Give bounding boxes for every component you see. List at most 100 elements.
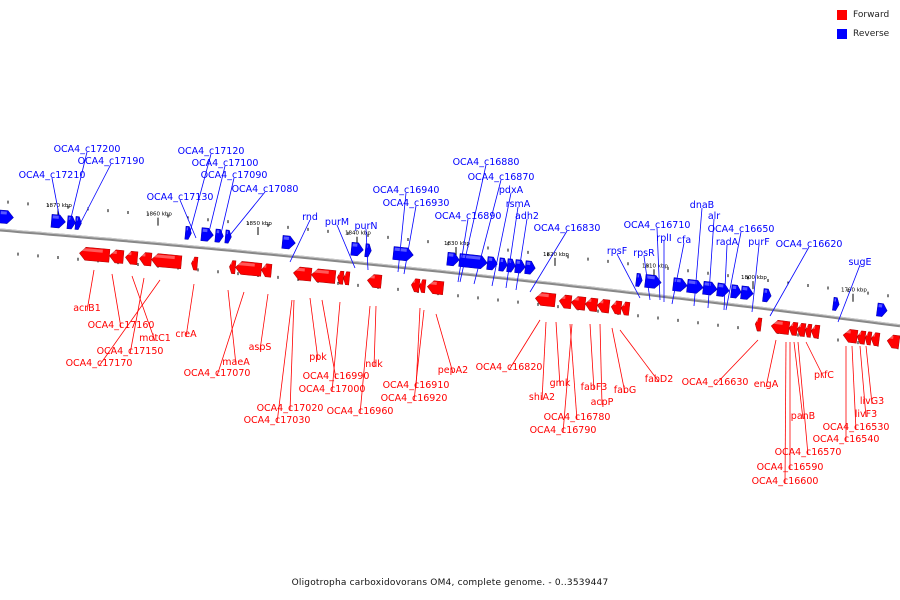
gene-arrow[interactable] — [730, 284, 742, 299]
gene-label[interactable]: engA — [754, 379, 779, 390]
gene-label[interactable]: adh2 — [515, 211, 539, 222]
gene-arrow[interactable] — [864, 331, 873, 346]
gene-arrow[interactable] — [337, 270, 345, 285]
gene-label[interactable]: acrB1 — [73, 303, 101, 314]
gene-arrow[interactable] — [524, 260, 536, 275]
gene-arrow[interactable] — [596, 299, 611, 314]
gene-label[interactable]: OCA4_c16570 — [775, 447, 842, 458]
gene-arrow[interactable] — [261, 263, 273, 278]
gene-label[interactable]: pdxA — [499, 185, 524, 196]
gene-label[interactable]: rsmA — [506, 199, 531, 210]
gene-arrow[interactable] — [0, 209, 14, 224]
gene-arrow[interactable] — [716, 282, 730, 297]
gene-label[interactable]: ppk — [309, 352, 327, 363]
gene-arrow[interactable] — [635, 272, 643, 287]
gene-label[interactable]: fabF3 — [581, 382, 608, 393]
gene-arrow[interactable] — [506, 258, 516, 273]
gene-label[interactable]: OCA4_c16630 — [682, 377, 749, 388]
gene-arrow[interactable] — [796, 322, 807, 337]
gene-label[interactable]: OCA4_c17170 — [66, 358, 133, 369]
gene-arrow[interactable] — [50, 214, 66, 229]
gene-label[interactable]: OCA4_c17070 — [184, 368, 251, 379]
gene-arrow[interactable] — [343, 271, 351, 286]
gene-arrow[interactable] — [311, 268, 337, 284]
gene-label[interactable]: radA — [716, 237, 739, 248]
gene-arrow[interactable] — [392, 246, 414, 262]
gene-arrow[interactable] — [558, 294, 573, 309]
gene-label[interactable]: OCA4_c17200 — [54, 144, 121, 155]
gene-arrow[interactable] — [870, 332, 881, 347]
gene-label[interactable]: OCA4_c17100 — [192, 158, 259, 169]
gene-label[interactable]: fabG — [614, 385, 637, 396]
gene-arrow[interactable] — [229, 260, 237, 275]
gene-label[interactable]: cfa — [677, 235, 691, 246]
gene-label[interactable]: OCA4_c16890 — [435, 211, 502, 222]
gene-label[interactable]: OCA4_c16880 — [453, 157, 520, 168]
gene-arrow[interactable] — [486, 256, 498, 271]
gene-label[interactable]: rpsF — [607, 246, 627, 257]
gene-label[interactable]: OCA4_c16590 — [757, 462, 824, 473]
gene-label[interactable]: OCA4_c16650 — [708, 224, 775, 235]
gene-label[interactable]: mdtC1 — [139, 333, 171, 344]
gene-label[interactable]: dnaB — [690, 200, 714, 211]
gene-arrow[interactable] — [281, 235, 296, 250]
gene-arrow[interactable] — [419, 279, 427, 294]
gene-label[interactable]: alr — [708, 211, 720, 222]
gene-arrow[interactable] — [886, 334, 900, 349]
gene-arrow[interactable] — [139, 252, 153, 267]
gene-arrow[interactable] — [762, 288, 772, 303]
gene-label[interactable]: OCA4_c16870 — [468, 172, 535, 183]
gene-arrow[interactable] — [109, 249, 125, 264]
gene-arrow[interactable] — [74, 216, 82, 230]
gene-arrow[interactable] — [151, 253, 183, 270]
gene-arrow[interactable] — [686, 279, 704, 294]
gene-label[interactable]: rnd — [302, 212, 318, 223]
gene-label[interactable]: sugE — [848, 257, 871, 268]
gene-label[interactable]: OCA4_c16540 — [813, 434, 880, 445]
gene-label[interactable]: rplI — [656, 233, 671, 244]
gene-label[interactable]: pepA2 — [438, 365, 468, 376]
gene-label[interactable]: shiA2 — [529, 392, 555, 403]
gene-label[interactable]: OCA4_c16600 — [752, 476, 819, 487]
gene-arrow[interactable] — [350, 241, 364, 257]
gene-label[interactable]: OCA4_c16820 — [476, 362, 543, 373]
gene-arrow[interactable] — [535, 292, 557, 308]
gene-arrow[interactable] — [498, 257, 508, 272]
gene-arrow[interactable] — [804, 323, 813, 338]
gene-arrow[interactable] — [770, 320, 791, 335]
gene-label[interactable]: purF — [748, 237, 769, 248]
gene-label[interactable]: OCA4_c16940 — [373, 185, 440, 196]
gene-label[interactable]: OCA4_c17090 — [201, 170, 268, 181]
gene-arrow[interactable] — [620, 301, 631, 316]
gene-label[interactable]: OCA4_c17080 — [232, 184, 299, 195]
gene-label[interactable]: maeA — [222, 357, 250, 368]
gene-label[interactable]: OCA4_c16920 — [381, 393, 448, 404]
gene-label[interactable]: OCA4_c17030 — [244, 415, 311, 426]
gene-arrow[interactable] — [584, 297, 599, 312]
gene-label[interactable]: OCA4_c16910 — [383, 380, 450, 391]
gene-label[interactable]: OCA4_c17160 — [88, 320, 155, 331]
gene-label[interactable]: creA — [175, 329, 197, 340]
gene-label[interactable]: OCA4_c16710 — [624, 220, 691, 231]
gene-label[interactable]: OCA4_c16530 — [823, 422, 890, 433]
gene-arrow[interactable] — [832, 297, 840, 311]
gene-arrow[interactable] — [79, 246, 111, 263]
gene-arrow[interactable] — [235, 261, 263, 277]
gene-arrow[interactable] — [446, 251, 460, 267]
gene-arrow[interactable] — [740, 285, 754, 300]
gene-label[interactable]: OCA4_c17000 — [299, 384, 366, 395]
gene-arrow[interactable] — [411, 278, 421, 293]
gene-label[interactable]: prfC — [814, 370, 834, 381]
gene-label[interactable]: OCA4_c16990 — [303, 371, 370, 382]
gene-arrow[interactable] — [200, 227, 214, 242]
gene-label[interactable]: aspS — [249, 342, 272, 353]
gene-label[interactable]: OCA4_c16790 — [530, 425, 597, 436]
gene-arrow[interactable] — [125, 250, 139, 266]
gene-label[interactable]: purN — [354, 221, 377, 232]
gene-label[interactable]: gmk — [550, 378, 571, 389]
gene-label[interactable]: rpsR — [633, 248, 655, 259]
gene-arrow[interactable] — [842, 329, 859, 344]
gene-label[interactable]: fabD2 — [645, 374, 674, 385]
gene-arrow[interactable] — [610, 300, 623, 315]
gene-label[interactable]: OCA4_c17190 — [78, 156, 145, 167]
